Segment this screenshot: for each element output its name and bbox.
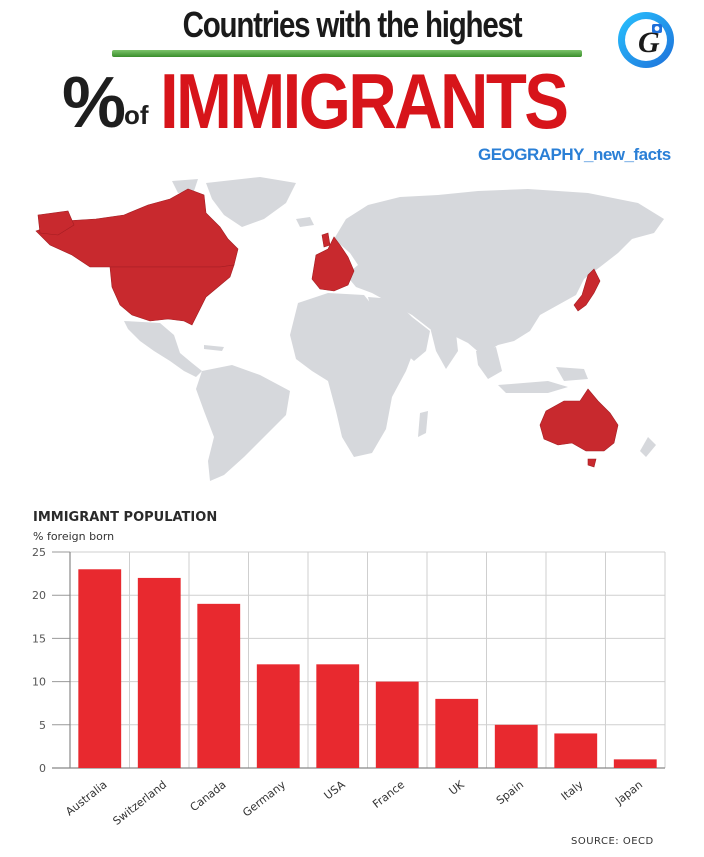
- canada-shape: [35, 188, 239, 268]
- x-tick-label: UK: [447, 778, 468, 798]
- mexico-shape: [124, 321, 202, 377]
- y-tick-label: 25: [32, 546, 46, 559]
- bar-italy: [554, 733, 598, 768]
- x-tick-label: Australia: [63, 778, 109, 818]
- x-tick-label: Canada: [188, 778, 229, 814]
- bar-uk: [435, 698, 479, 768]
- logo-letter: G: [638, 26, 660, 59]
- eurasia-shape: [334, 189, 664, 355]
- usa-shape: [109, 264, 235, 326]
- bar-spain: [494, 724, 538, 768]
- x-tick-label: Italy: [559, 778, 586, 803]
- japan-shape: [573, 268, 601, 312]
- bar-germany: [256, 664, 300, 768]
- y-tick-label: 0: [39, 762, 46, 775]
- world-map: [35, 177, 664, 481]
- title-of: of: [124, 100, 149, 130]
- x-tick-label: Spain: [494, 778, 526, 807]
- x-tick-label: Switzerland: [111, 778, 170, 828]
- y-tick-label: 10: [32, 676, 46, 689]
- bar-usa: [316, 664, 360, 768]
- geography-logo-icon: G: [618, 12, 674, 68]
- title-percent-sign: %: [62, 63, 126, 143]
- bar-japan: [613, 759, 657, 768]
- africa-shape: [290, 293, 416, 457]
- south-america-shape: [196, 365, 290, 481]
- main-title: % of IMMIGRANTS: [62, 56, 642, 146]
- greenland-shape: [206, 177, 296, 227]
- x-tick-label: USA: [322, 778, 348, 803]
- account-handle: GEOGRAPHY_new_facts: [478, 145, 671, 164]
- title-line-1: Countries with the highest: [182, 4, 523, 45]
- australia-shape: [539, 388, 619, 452]
- chart-subtitle: % foreign born: [33, 530, 115, 543]
- chart-title: IMMIGRANT POPULATION: [33, 510, 218, 525]
- bar-canada: [197, 603, 241, 768]
- x-tick-label: France: [370, 778, 407, 811]
- title-immigrants: IMMIGRANTS: [160, 57, 569, 145]
- bar-australia: [78, 569, 122, 768]
- bar-switzerland: [137, 577, 181, 768]
- alaska-shape: [37, 210, 75, 236]
- europe-shape: [311, 236, 355, 292]
- bar-france: [375, 681, 419, 768]
- y-tick-label: 20: [32, 589, 46, 602]
- x-tick-label: Japan: [612, 778, 645, 808]
- y-tick-label: 15: [32, 632, 46, 645]
- x-tick-label: Germany: [240, 778, 288, 820]
- source-note: SOURCE: OECD: [571, 836, 654, 847]
- bar-chart: 0 5 10 15 20 25 Australia Switzerland Canada Germ…: [32, 546, 666, 828]
- y-tick-label: 5: [39, 719, 46, 732]
- title-underline: [112, 50, 582, 57]
